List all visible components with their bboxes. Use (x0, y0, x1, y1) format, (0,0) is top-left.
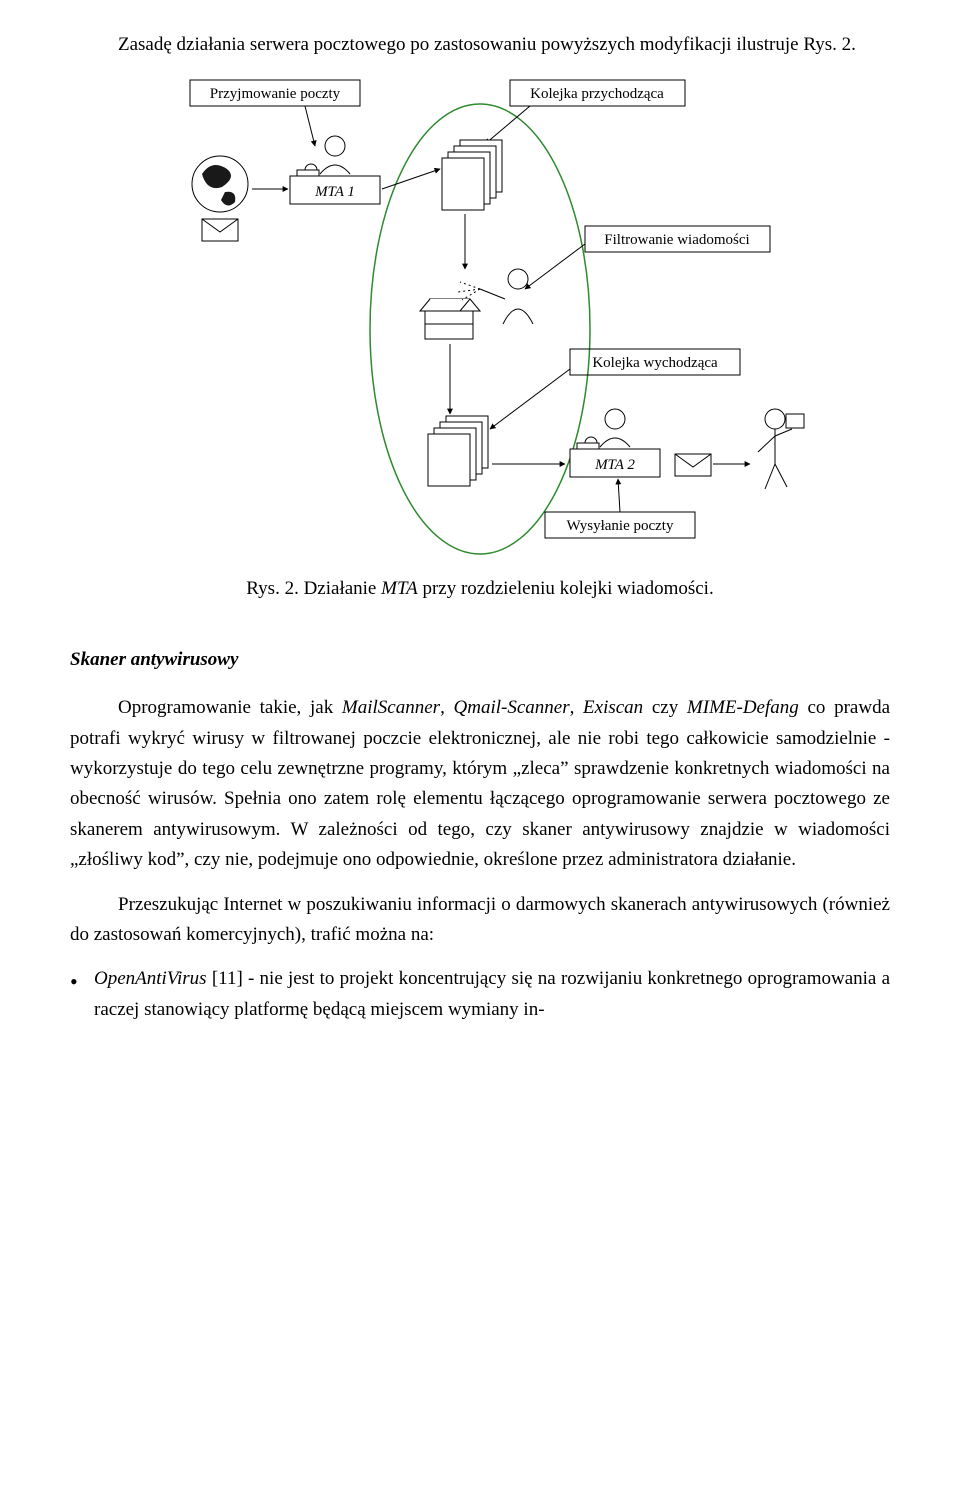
qs: Qmail-Scanner (454, 697, 570, 718)
caption-mta: MTA (381, 578, 418, 599)
pointer-outqueue (490, 369, 570, 429)
body-after: co prawda potrafi wykryć wirusy w filtro… (70, 697, 890, 870)
pointer-filtering (525, 244, 585, 289)
intro-paragraph: Zasadę działania serwera pocztowego po z… (70, 30, 890, 60)
svg-text:Filtrowanie wiadomości: Filtrowanie wiadomości (604, 232, 749, 248)
delivery-person-icon (758, 409, 804, 489)
arrow-mta1-queue (382, 169, 440, 189)
envelope-icon-left (202, 219, 238, 241)
page-root: Zasadę działania serwera pocztowego po z… (0, 0, 960, 1065)
bullet-list: OpenAntiVirus [11] - nie jest to projekt… (70, 964, 890, 1025)
svg-text:Kolejka wychodząca: Kolejka wychodząca (592, 355, 718, 371)
body-prefix: Oprogramowanie takie, jak (118, 697, 342, 718)
svg-text:Wysyłanie poczty: Wysyłanie poczty (567, 518, 674, 534)
body-paragraph-2: Przeszukując Internet w poszukiwaniu inf… (70, 890, 890, 951)
bullet-item-openantivirus: OpenAntiVirus [11] - nie jest to projekt… (70, 964, 890, 1025)
svg-text:MTA 2: MTA 2 (594, 457, 635, 473)
body-paragraph-1: Oprogramowanie takie, jak MailScanner, Q… (70, 693, 890, 875)
label-filtering: Filtrowanie wiadomości (585, 226, 770, 252)
globe-icon (192, 156, 248, 212)
caption-prefix: Rys. 2. Działanie (246, 578, 381, 599)
label-sending-mail: Wysyłanie poczty (545, 512, 695, 538)
mta2-icon: MTA 2 (570, 409, 660, 477)
bullet-italic: OpenAntiVirus (94, 968, 207, 989)
label-outgoing-queue: Kolejka wychodząca (570, 349, 740, 375)
md: MIME-Defang (687, 697, 799, 718)
label-incoming-queue: Kolejka przychodząca (510, 80, 685, 106)
bullet-after: [11] - nie jest to projekt koncentrujący… (94, 968, 890, 1019)
envelope-icon-right (675, 454, 711, 476)
label-incoming-mail: Przyjmowanie poczty (190, 80, 360, 106)
outgoing-queue-docs-icon (428, 416, 488, 486)
figure-caption: Rys. 2. Działanie MTA przy rozdzieleniu … (70, 574, 890, 604)
incoming-queue-docs-icon (442, 140, 502, 210)
svg-text:Przyjmowanie poczty: Przyjmowanie poczty (210, 86, 341, 102)
svg-text:Kolejka przychodząca: Kolejka przychodząca (530, 86, 664, 102)
mta1-icon: MTA 1 (290, 136, 380, 204)
svg-text:MTA 1: MTA 1 (314, 184, 355, 200)
pointer-incoming (305, 106, 315, 146)
figure-2-diagram: Przyjmowanie poczty Kolejka przychodząca (70, 74, 890, 564)
filtering-icon (420, 269, 533, 339)
section-title-scanner: Skaner antywirusowy (70, 645, 890, 675)
caption-suffix: przy rozdzieleniu kolejki wiadomości. (418, 578, 714, 599)
ms: MailScanner (342, 697, 440, 718)
ex: Exiscan (583, 697, 643, 718)
pointer-sending (618, 479, 620, 512)
